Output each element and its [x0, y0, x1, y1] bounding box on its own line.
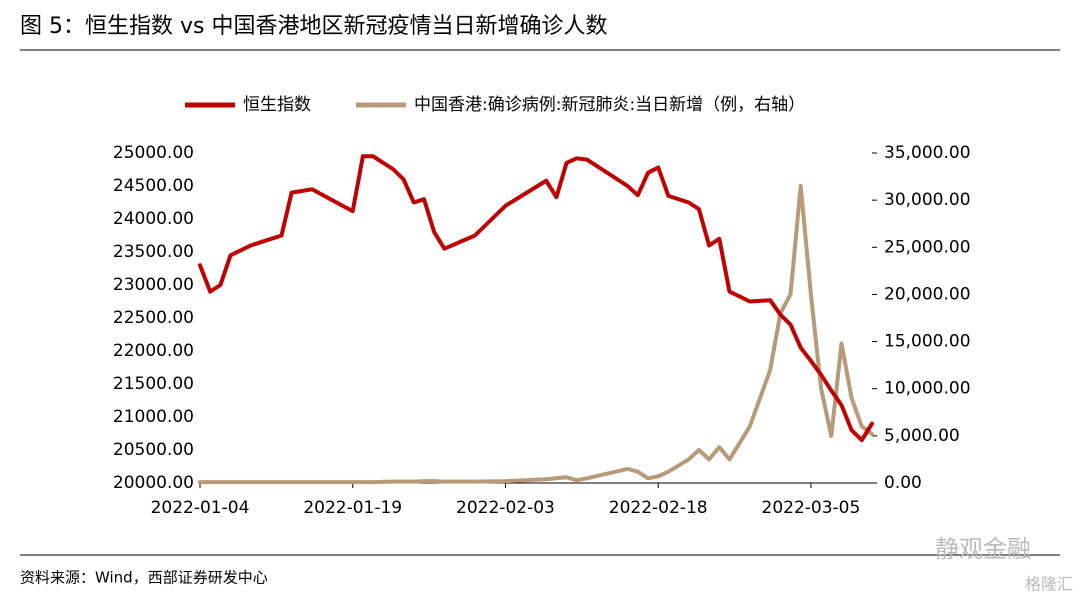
y-tick-label: 20500.00 — [113, 440, 194, 460]
y2-tick-label: 5,000.00 — [884, 426, 960, 446]
y-tick-label: 23000.00 — [113, 275, 194, 295]
y-tick-label: 24500.00 — [113, 176, 194, 196]
y-tick-label: 21500.00 — [113, 374, 194, 394]
watermark: 格隆汇 — [1025, 575, 1073, 594]
y2-tick-label: 0.00 — [884, 473, 922, 493]
y2-tick-label: 30,000.00 — [884, 190, 971, 210]
x-tick-label: 2022-03-05 — [762, 498, 861, 518]
y-tick-label: 22000.00 — [113, 341, 194, 361]
legend-label: 恒生指数 — [243, 95, 311, 115]
y2-tick-label: 25,000.00 — [884, 237, 971, 257]
y2-tick-label: 35,000.00 — [884, 143, 971, 163]
x-tick-label: 2022-01-04 — [151, 498, 250, 518]
y-tick-label: 20000.00 — [113, 473, 194, 493]
x-tick-label: 2022-01-19 — [303, 498, 402, 518]
y-tick-label: 22500.00 — [113, 308, 194, 328]
series-line — [198, 184, 874, 485]
y-tick-label: 25000.00 — [113, 143, 194, 163]
y-tick-label: 21000.00 — [113, 407, 194, 427]
chart-title: 图 5：恒生指数 vs 中国香港地区新冠疫情当日新增确诊人数 — [20, 14, 607, 39]
y2-tick-label: 20,000.00 — [884, 284, 971, 304]
y2-tick-label: 10,000.00 — [884, 379, 971, 399]
source-note: 资料来源：Wind，西部证券研发中心 — [20, 569, 268, 587]
x-tick-label: 2022-02-03 — [456, 498, 555, 518]
y-tick-label: 23500.00 — [113, 242, 194, 262]
x-tick-label: 2022-02-18 — [609, 498, 708, 518]
watermark: 静观金融 — [935, 535, 1031, 563]
legend-label: 中国香港:确诊病例:新冠肺炎:当日新增（例，右轴） — [414, 95, 805, 115]
series-line — [198, 154, 874, 443]
y-tick-label: 24000.00 — [113, 209, 194, 229]
y2-tick-label: 15,000.00 — [884, 332, 971, 352]
